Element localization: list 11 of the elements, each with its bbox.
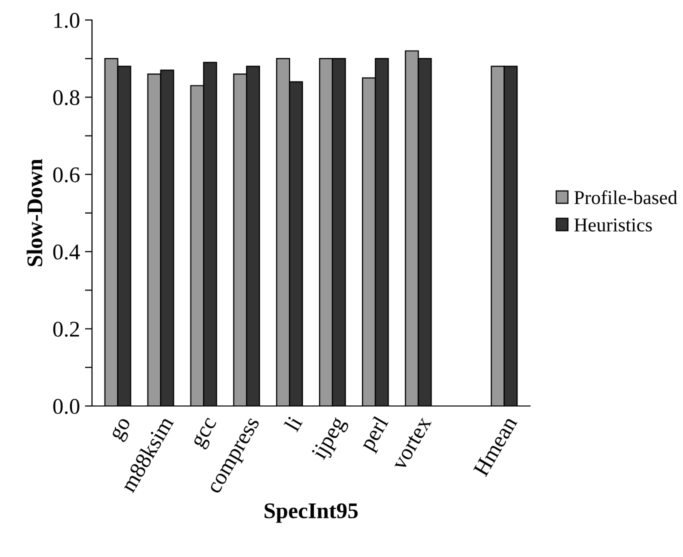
x-tick-label: li [284, 414, 303, 432]
y-axis-title: Slow-Down [26, 159, 42, 266]
y-tick-label: 0.8 [53, 90, 80, 106]
y-tick-label: 0.4 [53, 244, 80, 260]
y-tick-label: 0.6 [53, 167, 80, 182]
y-tick-label: 0.0 [53, 398, 80, 414]
legend-label: Heuristics [574, 218, 652, 232]
y-tick-label: 1.0 [54, 12, 80, 28]
legend-label: Profile-based [574, 190, 678, 204]
y-tick-label: 0.2 [53, 322, 79, 337]
x-axis-title: SpecInt95 [264, 503, 358, 523]
